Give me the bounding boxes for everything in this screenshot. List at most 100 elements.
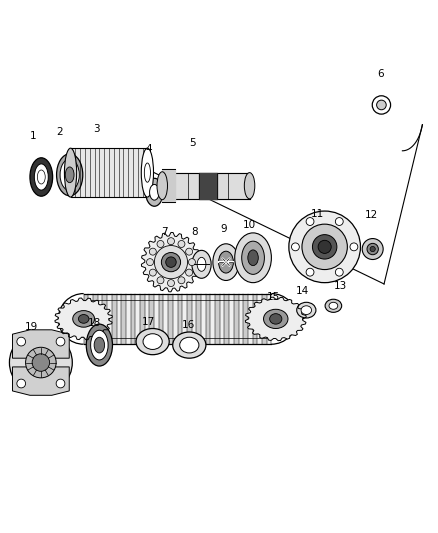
Ellipse shape: [73, 311, 95, 327]
Ellipse shape: [325, 299, 342, 312]
Polygon shape: [145, 294, 149, 344]
Ellipse shape: [57, 154, 83, 196]
Polygon shape: [253, 294, 257, 344]
Polygon shape: [262, 294, 267, 344]
Ellipse shape: [213, 244, 239, 280]
Text: 5: 5: [190, 139, 196, 148]
Polygon shape: [141, 232, 201, 292]
Circle shape: [161, 253, 180, 272]
Circle shape: [178, 240, 185, 247]
Ellipse shape: [37, 170, 45, 184]
Ellipse shape: [94, 337, 105, 353]
Circle shape: [178, 277, 185, 284]
Circle shape: [167, 280, 174, 287]
Circle shape: [302, 224, 347, 270]
Circle shape: [312, 235, 337, 259]
Text: 1: 1: [30, 131, 37, 141]
Polygon shape: [177, 294, 182, 344]
Text: 17: 17: [141, 317, 155, 327]
Polygon shape: [93, 294, 98, 344]
Polygon shape: [215, 294, 220, 344]
Polygon shape: [12, 330, 69, 358]
Ellipse shape: [86, 324, 113, 366]
Ellipse shape: [141, 148, 153, 197]
Text: 8: 8: [192, 228, 198, 237]
Polygon shape: [234, 294, 239, 344]
Polygon shape: [84, 294, 88, 344]
Circle shape: [157, 277, 164, 284]
Circle shape: [289, 211, 360, 282]
Text: 16: 16: [182, 320, 195, 330]
Polygon shape: [243, 294, 248, 344]
Ellipse shape: [301, 306, 311, 314]
Polygon shape: [107, 294, 112, 344]
Ellipse shape: [64, 148, 77, 197]
Polygon shape: [135, 294, 140, 344]
Polygon shape: [206, 294, 210, 344]
Polygon shape: [210, 294, 215, 344]
Circle shape: [10, 331, 72, 394]
Circle shape: [336, 268, 343, 276]
Text: 4: 4: [146, 143, 152, 154]
Circle shape: [157, 240, 164, 247]
Text: 9: 9: [220, 224, 227, 235]
Text: 12: 12: [364, 211, 378, 221]
Polygon shape: [201, 294, 206, 344]
Polygon shape: [12, 367, 69, 395]
Polygon shape: [239, 294, 243, 344]
Polygon shape: [102, 294, 107, 344]
Text: 2: 2: [57, 127, 63, 137]
Polygon shape: [187, 294, 191, 344]
Polygon shape: [112, 294, 117, 344]
Circle shape: [377, 100, 386, 110]
Text: 13: 13: [334, 281, 347, 291]
Polygon shape: [224, 294, 229, 344]
Text: 7: 7: [161, 227, 168, 237]
Text: 18: 18: [88, 318, 101, 328]
Polygon shape: [117, 294, 121, 344]
Circle shape: [370, 246, 375, 252]
Circle shape: [306, 268, 314, 276]
Ellipse shape: [235, 233, 272, 282]
Text: 14: 14: [295, 286, 309, 295]
Text: 3: 3: [93, 124, 100, 134]
Polygon shape: [245, 297, 306, 341]
Polygon shape: [229, 294, 234, 344]
Ellipse shape: [297, 302, 316, 318]
Circle shape: [32, 354, 49, 372]
Ellipse shape: [157, 172, 167, 200]
Ellipse shape: [136, 328, 169, 354]
Circle shape: [186, 269, 193, 276]
Circle shape: [362, 239, 383, 260]
Text: 10: 10: [243, 220, 256, 230]
Polygon shape: [88, 294, 93, 344]
Ellipse shape: [180, 337, 199, 353]
Ellipse shape: [34, 164, 48, 190]
Circle shape: [291, 243, 299, 251]
Polygon shape: [131, 294, 135, 344]
Polygon shape: [257, 294, 262, 344]
Ellipse shape: [30, 158, 53, 196]
Ellipse shape: [146, 179, 163, 206]
Polygon shape: [182, 294, 187, 344]
Polygon shape: [248, 294, 253, 344]
Circle shape: [186, 248, 193, 255]
Circle shape: [188, 259, 195, 265]
Ellipse shape: [219, 251, 233, 273]
Ellipse shape: [329, 302, 338, 309]
Circle shape: [154, 246, 187, 279]
Circle shape: [372, 96, 391, 114]
Circle shape: [56, 379, 65, 388]
Polygon shape: [191, 294, 196, 344]
Polygon shape: [140, 294, 145, 344]
Polygon shape: [267, 294, 272, 344]
Ellipse shape: [173, 332, 206, 358]
Ellipse shape: [192, 251, 211, 278]
Text: 11: 11: [311, 209, 324, 219]
Ellipse shape: [244, 173, 255, 199]
Ellipse shape: [264, 309, 288, 328]
Circle shape: [167, 238, 174, 245]
Circle shape: [17, 379, 25, 388]
Ellipse shape: [78, 314, 89, 323]
Ellipse shape: [145, 163, 150, 182]
